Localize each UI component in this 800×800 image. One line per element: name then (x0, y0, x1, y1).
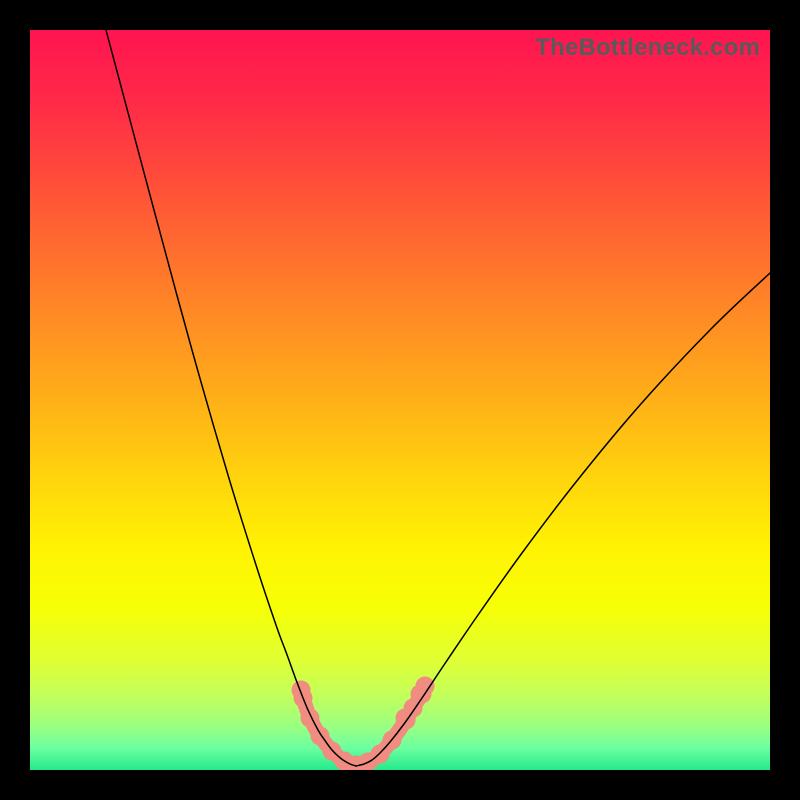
salmon-dot (301, 709, 320, 728)
curve-left (106, 30, 356, 766)
plot-area: TheBottleneck.com (30, 30, 770, 770)
salmon-dot (396, 709, 415, 728)
salmon-overlay (292, 677, 435, 771)
chart-frame: TheBottleneck.com (0, 0, 800, 800)
curves-layer (30, 30, 770, 770)
salmon-dot (292, 681, 311, 700)
watermark-text: TheBottleneck.com (535, 34, 760, 62)
